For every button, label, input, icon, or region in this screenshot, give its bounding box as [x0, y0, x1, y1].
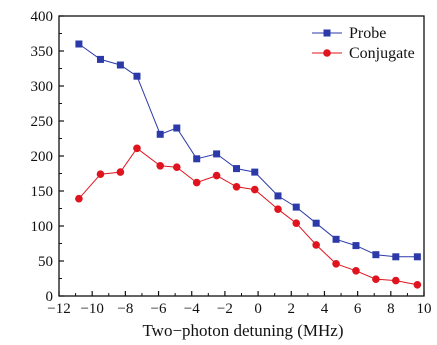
- x-tick-label: −6: [151, 301, 167, 317]
- x-tick-label: −12: [47, 301, 70, 317]
- axes: −12 −10 −8 −6 −4 −2 0 2 4 6 8 100501001502002503003…: [31, 9, 432, 317]
- probe-point: [96, 55, 104, 63]
- y-tick-label: 400: [31, 9, 54, 25]
- conjugate-point: [96, 170, 105, 178]
- conjugate-point: [250, 185, 259, 194]
- x-tick-label: 4: [321, 301, 329, 317]
- probe-point: [156, 130, 164, 138]
- y-tick-label: 0: [46, 289, 54, 305]
- conjugate-point: [212, 171, 221, 180]
- x-axis-label: Two−photon detuning (MHz): [142, 321, 343, 340]
- probe-point: [233, 165, 241, 173]
- y-tick-label: 150: [31, 184, 54, 200]
- x-tick-label: −10: [80, 301, 103, 317]
- probe-point: [251, 168, 259, 176]
- probe-point: [312, 219, 320, 227]
- y-tick-label: 300: [31, 79, 54, 95]
- probe-point: [392, 253, 400, 261]
- probe-point: [274, 192, 282, 200]
- probe-point: [75, 40, 83, 48]
- x-tick-label: −8: [117, 301, 133, 317]
- x-tick-label: 0: [254, 301, 262, 317]
- conjugate-point: [332, 260, 340, 268]
- conjugate-point: [75, 194, 83, 203]
- legend-probe-marker: [323, 29, 331, 37]
- series-layer: [75, 40, 422, 289]
- conjugate-point: [232, 183, 241, 191]
- probe-point: [213, 150, 221, 158]
- y-tick-label: 250: [31, 114, 54, 130]
- conjugate-point: [192, 178, 201, 187]
- conjugate-point: [116, 168, 125, 176]
- probe-point: [332, 235, 340, 243]
- conjugate-point: [172, 163, 181, 171]
- conjugate-point: [292, 219, 301, 227]
- y-tick-label: 50: [38, 254, 53, 270]
- legend-conjugate-label: Conjugate: [349, 45, 415, 62]
- x-tick-label: 6: [354, 301, 362, 317]
- conjugate-point: [391, 276, 400, 285]
- x-tick-label: 8: [387, 301, 395, 317]
- conjugate-point: [413, 281, 422, 289]
- probe-point: [193, 155, 201, 163]
- y-tick-label: 100: [31, 219, 54, 235]
- probe-point: [116, 61, 124, 69]
- x-tick-label: −4: [184, 301, 200, 317]
- conjugate-point: [274, 205, 282, 213]
- conjugate-point: [372, 275, 380, 284]
- probe-point: [173, 124, 181, 132]
- conjugate-point: [156, 162, 165, 170]
- x-tick-label: 10: [417, 301, 432, 317]
- legend-probe-label: Probe: [349, 25, 386, 42]
- probe-point: [413, 253, 421, 261]
- conjugate-point: [352, 267, 360, 275]
- conjugate-series: [75, 144, 422, 289]
- y-tick-label: 350: [31, 44, 54, 60]
- x-tick-label: −2: [217, 301, 233, 317]
- probe-point: [352, 242, 360, 250]
- probe-series: [75, 40, 421, 261]
- x-tick-label: 2: [288, 301, 296, 317]
- conjugate-point: [133, 144, 141, 153]
- probe-point: [133, 72, 141, 80]
- legend-conjugate-marker: [323, 49, 331, 57]
- legend: Probe Conjugate: [312, 25, 415, 62]
- probe-point: [372, 251, 380, 259]
- conjugate-point: [312, 241, 320, 249]
- probe-point: [292, 203, 300, 211]
- y-tick-label: 200: [31, 149, 54, 165]
